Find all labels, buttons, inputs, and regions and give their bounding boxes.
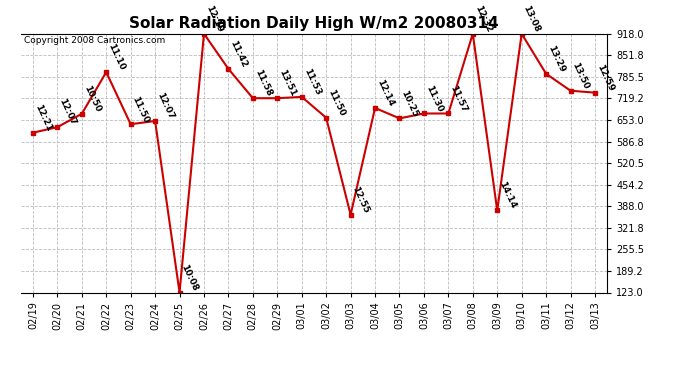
Text: 11:50: 11:50 <box>326 88 346 118</box>
Text: 13:29: 13:29 <box>546 44 566 74</box>
Text: 11:58: 11:58 <box>253 69 273 98</box>
Text: 12:14: 12:14 <box>375 78 395 108</box>
Text: 11:53: 11:53 <box>302 67 322 97</box>
Text: 12:21: 12:21 <box>33 103 53 133</box>
Text: 10:08: 10:08 <box>179 263 199 292</box>
Text: 12:55: 12:55 <box>351 185 371 215</box>
Text: 11:57: 11:57 <box>448 84 469 114</box>
Text: 12:07: 12:07 <box>155 91 175 121</box>
Text: 12:32: 12:32 <box>473 4 493 34</box>
Text: 11:50: 11:50 <box>130 94 151 124</box>
Text: 12:19: 12:19 <box>204 4 224 34</box>
Text: 13:08: 13:08 <box>522 4 542 34</box>
Text: 10:25: 10:25 <box>400 89 420 118</box>
Text: Copyright 2008 Cartronics.com: Copyright 2008 Cartronics.com <box>23 36 165 45</box>
Text: 13:50: 13:50 <box>571 61 591 91</box>
Text: 11:42: 11:42 <box>228 39 248 69</box>
Text: 14:14: 14:14 <box>497 180 518 210</box>
Text: 11:10: 11:10 <box>106 42 126 72</box>
Title: Solar Radiation Daily High W/m2 20080314: Solar Radiation Daily High W/m2 20080314 <box>129 16 499 31</box>
Text: 10:50: 10:50 <box>82 84 102 114</box>
Text: 12:07: 12:07 <box>57 98 77 127</box>
Text: 13:51: 13:51 <box>277 69 297 98</box>
Text: 11:30: 11:30 <box>424 84 444 114</box>
Text: 12:59: 12:59 <box>595 63 615 93</box>
